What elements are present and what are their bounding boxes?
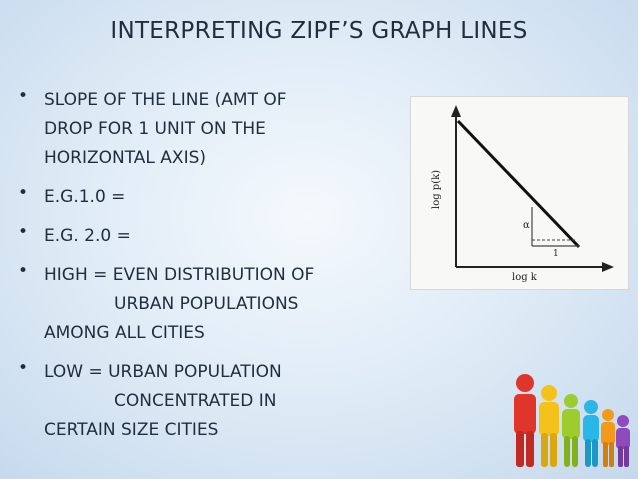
zipf-figure: α 1 log p(k) log k — [410, 96, 629, 290]
bullet-dot: • — [18, 358, 29, 378]
bullet-item: • E.G. 2.0 = — [18, 222, 418, 251]
bullet-line: SLOPE OF THE LINE (AMT OF — [44, 90, 287, 110]
person-blue — [583, 400, 599, 467]
bullet-line: HORIZONTAL AXIS) — [44, 148, 207, 168]
zipf-figure-svg: α 1 log p(k) log k — [431, 105, 614, 283]
bullet-item: • LOW = URBAN POPULATION CONCENTRATED IN… — [18, 358, 418, 445]
bullet-line: E.G. 2.0 = — [44, 226, 131, 246]
bullet-line: E.G.1.0 = — [44, 187, 126, 207]
zipf-line — [456, 119, 581, 249]
bullet-line: HIGH = EVEN DISTRIBUTION OF — [44, 265, 315, 285]
bullet-list: • SLOPE OF THE LINE (AMT OF DROP FOR 1 U… — [18, 86, 418, 445]
run-label: 1 — [553, 249, 559, 259]
bullet-line: CERTAIN SIZE CITIES — [44, 420, 219, 440]
y-axis-label: log p(k) — [431, 170, 442, 209]
bullet-line: AMONG ALL CITIES — [44, 323, 205, 343]
bullet-dot: • — [18, 222, 29, 242]
person-purple — [616, 415, 630, 467]
x-axis-label: log k — [512, 272, 538, 283]
person-orange — [601, 409, 615, 467]
bullet-line: CONCENTRATED IN — [114, 391, 277, 411]
person-red — [514, 374, 536, 467]
bullet-line: DROP FOR 1 UNIT ON THE — [44, 119, 266, 139]
bullet-line: LOW = URBAN POPULATION — [44, 362, 282, 382]
bullet-dot: • — [18, 183, 29, 203]
y-axis-arrow — [451, 105, 461, 117]
people-figures-icon — [514, 374, 630, 467]
bullet-item: • HIGH = EVEN DISTRIBUTION OF URBAN POPU… — [18, 261, 418, 348]
bullet-item: • E.G.1.0 = — [18, 183, 418, 212]
person-green — [562, 394, 580, 467]
bullet-dot: • — [18, 86, 29, 106]
angle-label: α — [523, 220, 530, 231]
bullet-dot: • — [18, 261, 29, 281]
bullet-item: • SLOPE OF THE LINE (AMT OF DROP FOR 1 U… — [18, 86, 418, 173]
x-axis-arrow — [602, 262, 614, 272]
slide-title: INTERPRETING ZIPF’S GRAPH LINES — [110, 18, 528, 44]
person-yellow — [539, 385, 559, 467]
bullet-line: URBAN POPULATIONS — [114, 294, 299, 314]
